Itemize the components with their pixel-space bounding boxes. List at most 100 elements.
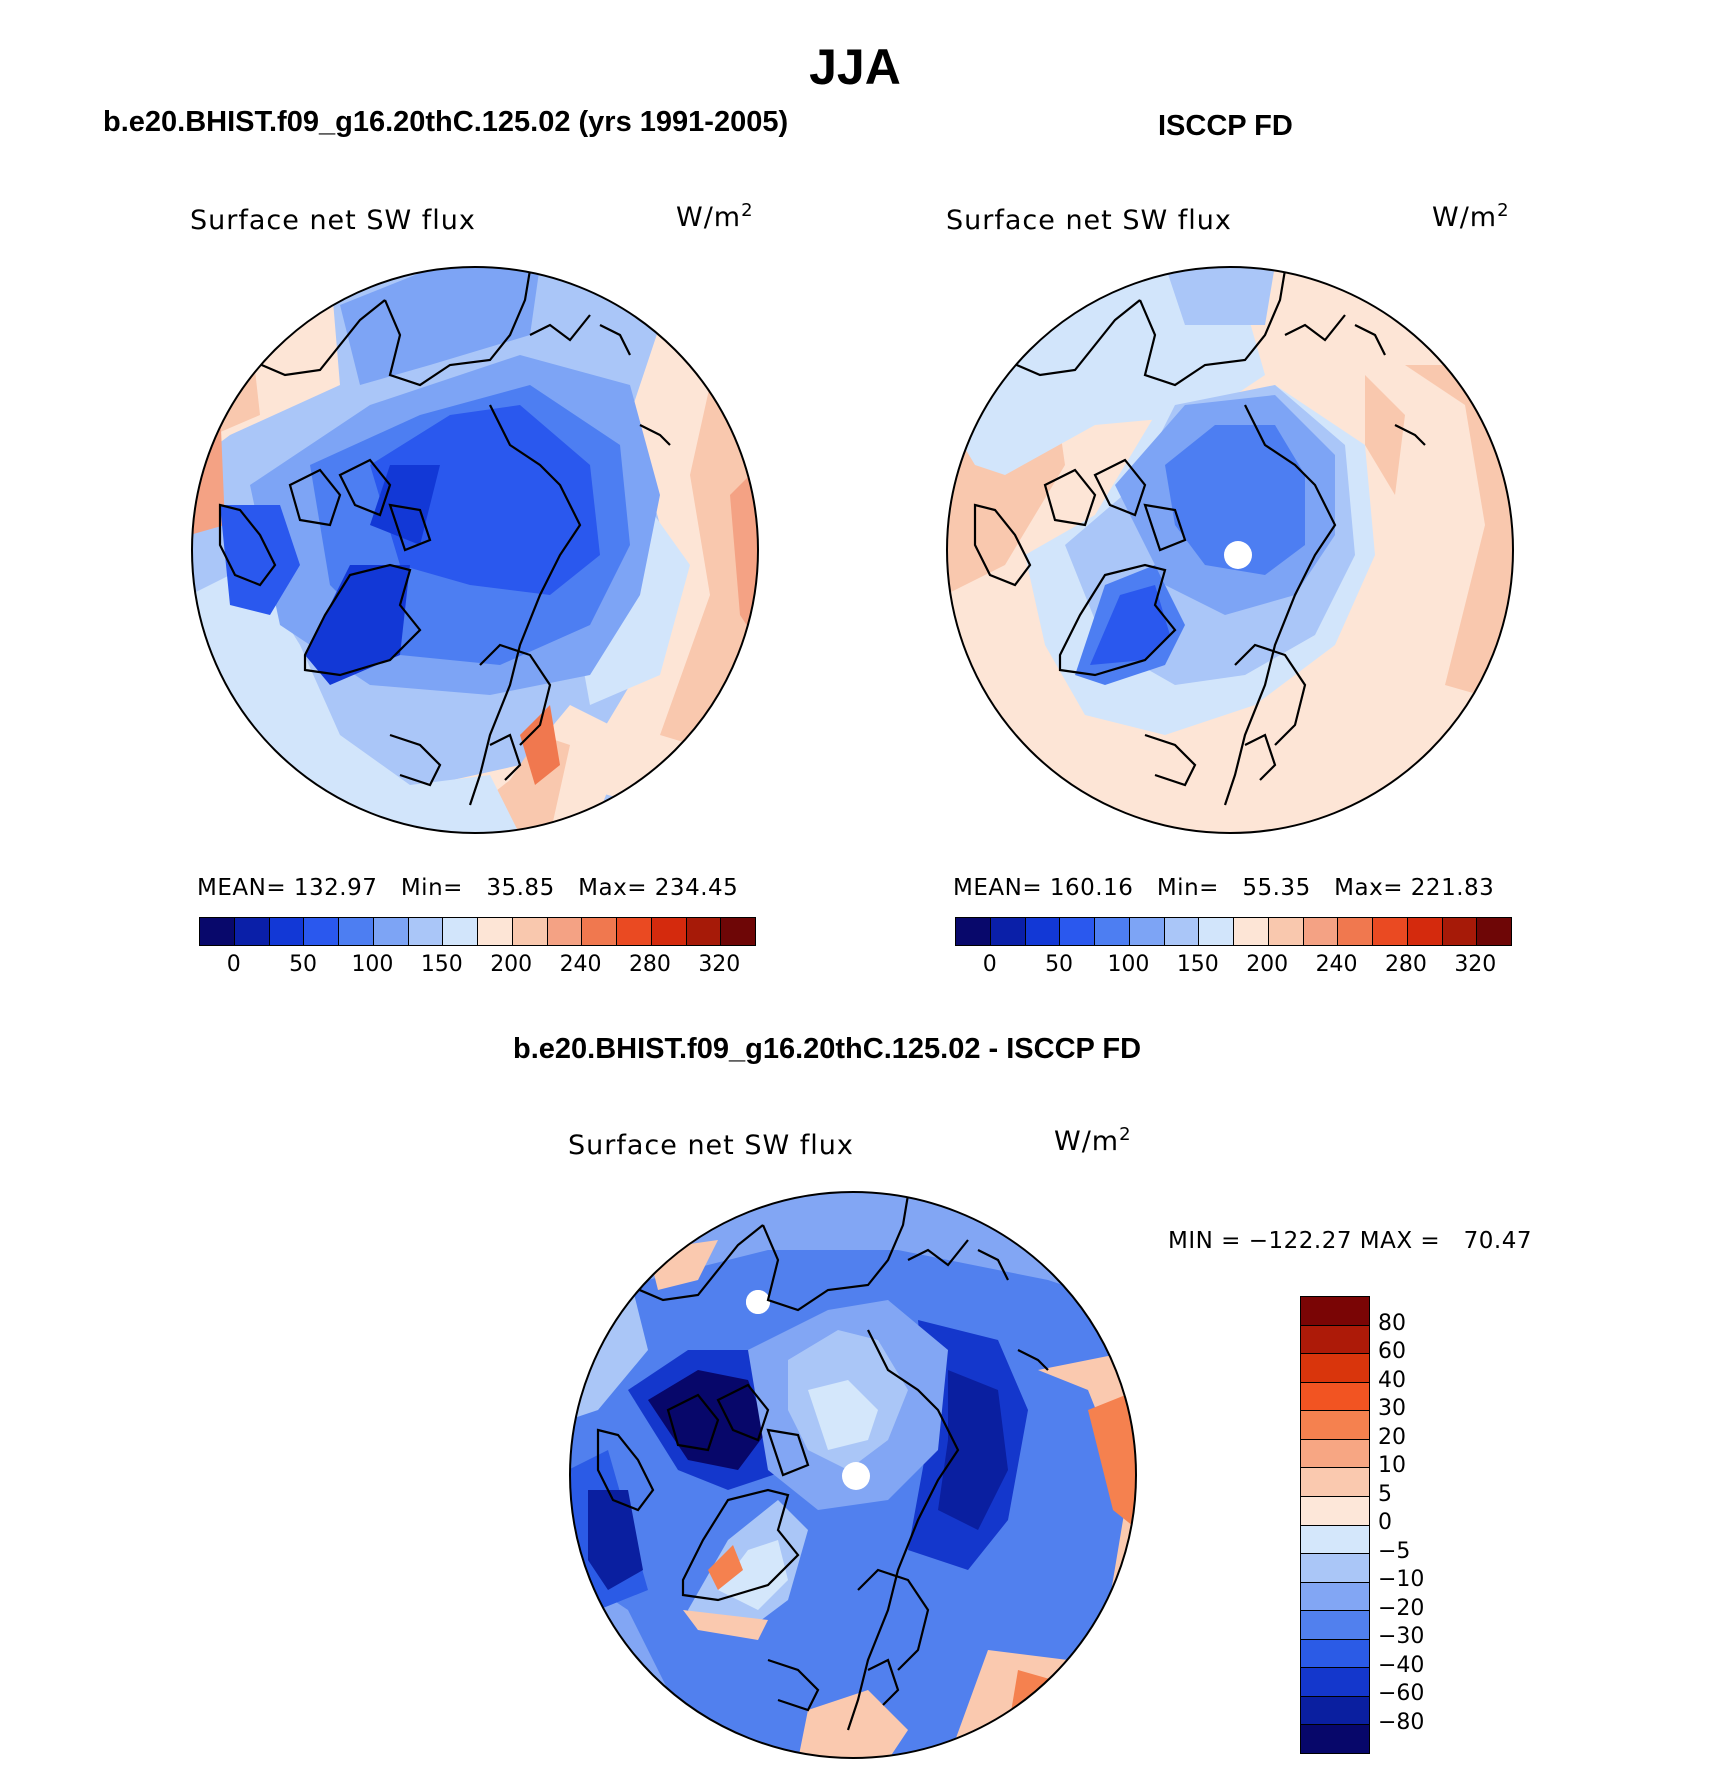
- colorbar-swatch: [1301, 1354, 1369, 1383]
- diff-title: b.e20.BHIST.f09_g16.20thC.125.02 - ISCCP…: [513, 1033, 1142, 1065]
- colorbar-tick-label: 100: [351, 952, 394, 977]
- colorbar-swatch: [1477, 918, 1511, 945]
- colorbar-tick-label: −10: [1378, 1567, 1425, 1592]
- colorbar-tick-label: 100: [1107, 952, 1150, 977]
- colorbar-tick-label: 40: [1378, 1367, 1406, 1393]
- colorbar-swatch: [1301, 1468, 1369, 1497]
- colorbar-swatch: [269, 918, 305, 945]
- colorbar-swatch: [1301, 1496, 1369, 1526]
- colorbar-tick-label: 280: [1384, 952, 1427, 977]
- model-min-value: 35.85: [486, 875, 555, 901]
- colorbar-swatch: [478, 918, 513, 945]
- colorbar-tick-label: 5: [1378, 1481, 1392, 1507]
- colorbar-swatch: [651, 918, 687, 945]
- colorbar-swatch: [1268, 918, 1304, 945]
- colorbar-swatch: [1301, 1382, 1369, 1412]
- colorbar-tick-label: 240: [1315, 952, 1358, 977]
- colorbar-tick-label: 320: [698, 952, 741, 977]
- colorbar-tick-label: −30: [1378, 1624, 1425, 1649]
- colorbar-swatch: [956, 918, 991, 945]
- colorbar-swatch: [1301, 1525, 1369, 1555]
- obs-colorbar-ticks: 0 50 100 150 200 240 280 320: [955, 952, 1510, 982]
- colorbar-swatch: [200, 918, 235, 945]
- colorbar-tick-label: 200: [1246, 952, 1289, 977]
- obs-map: [946, 266, 1514, 834]
- model-variable-label: Surface net SW flux: [190, 205, 476, 236]
- colorbar-swatch: [408, 918, 444, 945]
- model-colorbar: [199, 917, 756, 946]
- colorbar-swatch: [1301, 1411, 1369, 1440]
- colorbar-swatch: [990, 918, 1026, 945]
- colorbar-tick-label: 30: [1378, 1396, 1406, 1421]
- colorbar-swatch: [1301, 1639, 1369, 1669]
- colorbar-swatch: [1060, 918, 1095, 945]
- colorbar-swatch: [721, 918, 755, 945]
- colorbar-swatch: [339, 918, 374, 945]
- colorbar-tick-label: −20: [1378, 1595, 1425, 1621]
- colorbar-swatch: [1199, 918, 1234, 945]
- model-max-label: Max=: [578, 875, 647, 901]
- obs-mean-value: 160.16: [1049, 875, 1134, 901]
- colorbar-swatch: [373, 918, 409, 945]
- diff-variable-label: Surface net SW flux: [568, 1130, 854, 1161]
- colorbar-swatch: [1164, 918, 1200, 945]
- obs-units-sup: 2: [1497, 200, 1510, 221]
- colorbar-tick-label: 10: [1378, 1453, 1406, 1478]
- colorbar-tick-label: 0: [982, 952, 997, 977]
- obs-stats: MEAN= 160.16 Min= 55.35 Max= 221.83: [953, 875, 1494, 901]
- diff-minmax: MIN = −122.27 MAX = 70.47: [1168, 1228, 1532, 1254]
- model-max-value: 234.45: [654, 875, 739, 901]
- colorbar-swatch: [1301, 1297, 1369, 1326]
- colorbar-swatch: [1301, 1668, 1369, 1697]
- obs-units-text: W/m: [1432, 202, 1498, 233]
- diff-units-label: W/m2: [1054, 1124, 1132, 1157]
- colorbar-tick-label: 150: [420, 952, 463, 977]
- colorbar-swatch: [1025, 918, 1061, 945]
- main-title: JJA: [809, 39, 901, 95]
- colorbar-tick-label: 200: [490, 952, 533, 977]
- colorbar-swatch: [1301, 1325, 1369, 1355]
- colorbar-swatch: [1407, 918, 1443, 945]
- colorbar-tick-label: 80: [1378, 1310, 1406, 1336]
- colorbar-tick-label: −80: [1378, 1709, 1425, 1735]
- colorbar-swatch: [547, 918, 583, 945]
- colorbar-tick-label: −40: [1378, 1652, 1425, 1678]
- obs-min-label: Min=: [1156, 875, 1219, 901]
- obs-colorbar: [955, 917, 1512, 946]
- colorbar-tick-label: 320: [1454, 952, 1497, 977]
- diff-colorbar: [1300, 1296, 1370, 1754]
- colorbar-swatch: [512, 918, 548, 945]
- diff-units-sup: 2: [1119, 1124, 1132, 1145]
- obs-units-label: W/m2: [1432, 200, 1510, 233]
- colorbar-swatch: [582, 918, 617, 945]
- colorbar-swatch: [1338, 918, 1373, 945]
- colorbar-swatch: [443, 918, 478, 945]
- colorbar-tick-label: 20: [1378, 1424, 1406, 1450]
- obs-max-label: Max=: [1334, 875, 1403, 901]
- colorbar-tick-label: 50: [289, 952, 318, 977]
- model-case-title: b.e20.BHIST.f09_g16.20thC.125.02 (yrs 19…: [103, 106, 789, 138]
- colorbar-swatch: [686, 918, 722, 945]
- colorbar-swatch: [1301, 1696, 1369, 1726]
- colorbar-swatch: [1301, 1554, 1369, 1583]
- colorbar-tick-label: 0: [226, 952, 241, 977]
- colorbar-tick-label: 280: [628, 952, 671, 977]
- colorbar-tick-label: 50: [1045, 952, 1074, 977]
- colorbar-swatch: [1301, 1439, 1369, 1469]
- obs-mean-label: MEAN=: [953, 875, 1043, 901]
- obs-case-title: ISCCP FD: [1158, 110, 1293, 142]
- model-min-label: Min=: [400, 875, 463, 901]
- model-stats: MEAN= 132.97 Min= 35.85 Max= 234.45: [197, 875, 738, 901]
- colorbar-tick-label: −60: [1378, 1681, 1425, 1706]
- colorbar-swatch: [1129, 918, 1165, 945]
- model-units-text: W/m: [676, 202, 742, 233]
- obs-max-value: 221.83: [1410, 875, 1495, 901]
- model-units-label: W/m2: [676, 200, 754, 233]
- colorbar-swatch: [1442, 918, 1478, 945]
- colorbar-swatch: [1234, 918, 1269, 945]
- model-mean-value: 132.97: [293, 875, 378, 901]
- model-colorbar-ticks: 0 50 100 150 200 240 280 320: [199, 952, 754, 982]
- colorbar-swatch: [1095, 918, 1130, 945]
- colorbar-swatch: [1301, 1725, 1369, 1753]
- diff-pole-mask: [842, 1462, 870, 1490]
